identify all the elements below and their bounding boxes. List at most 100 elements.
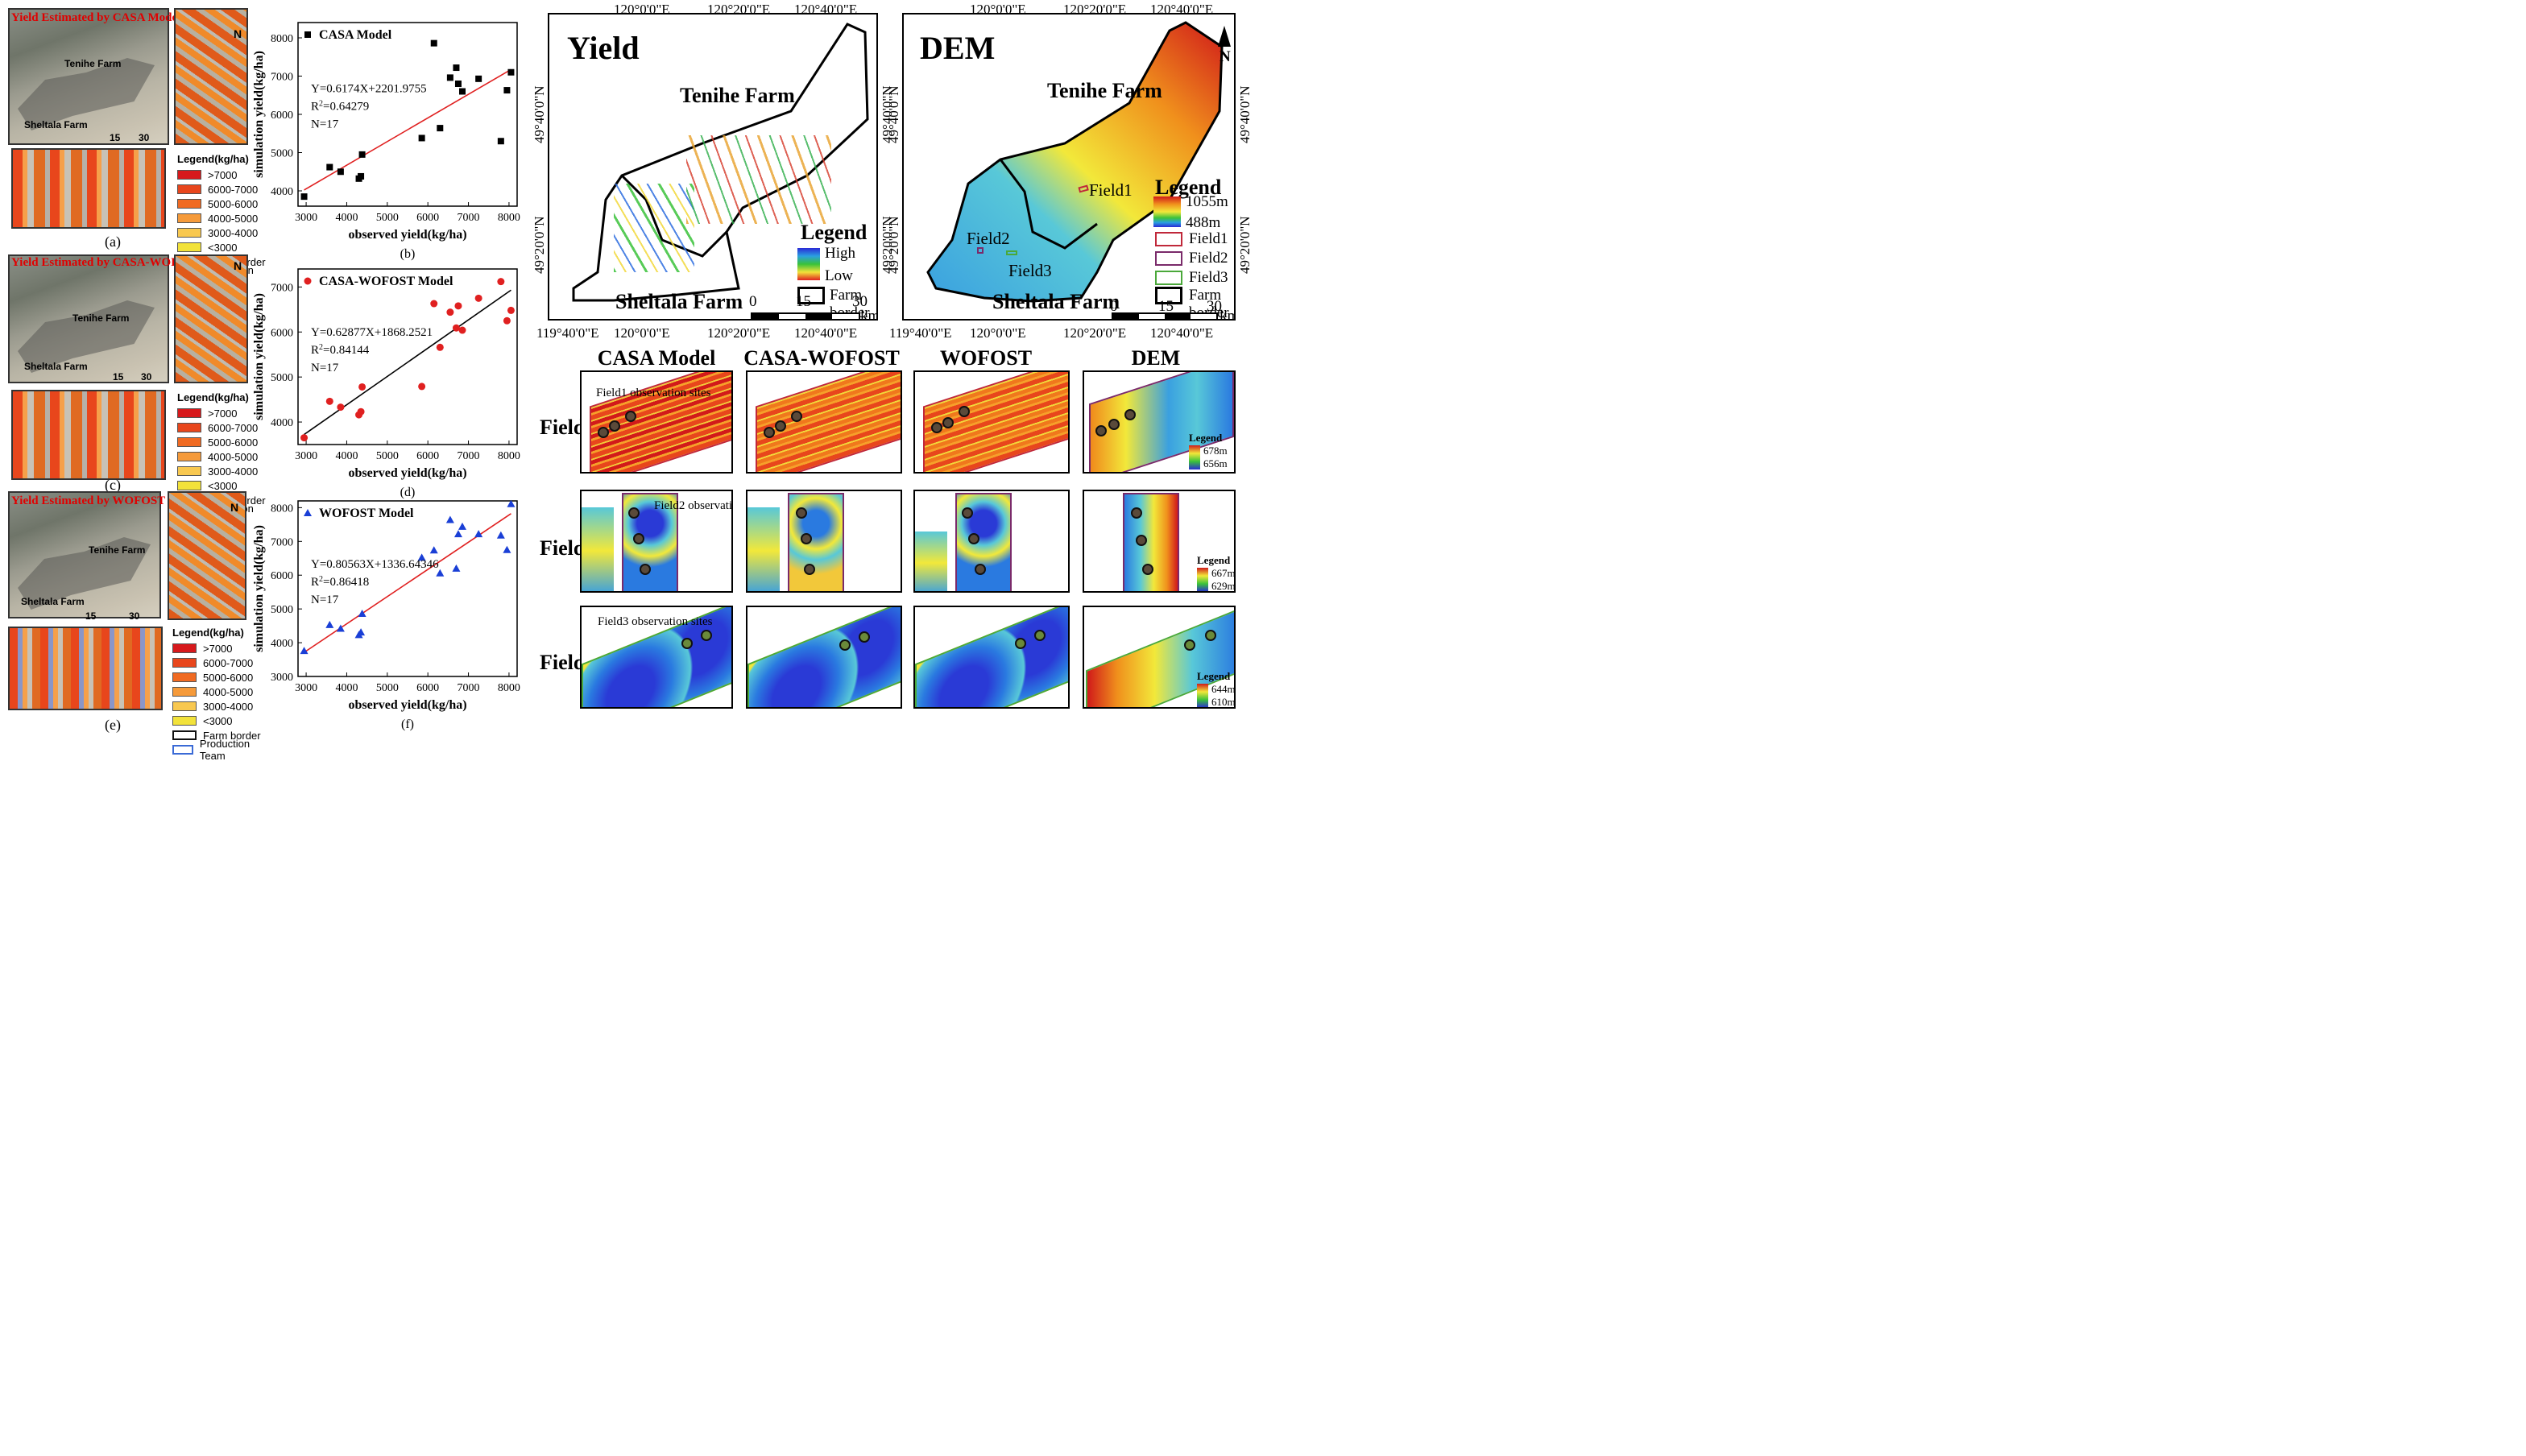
panel-title: Yield Estimated by WOFOST Model [11,494,201,507]
data-point [507,306,515,314]
legend-low: Low [825,267,853,284]
data-point [446,308,454,316]
legend-wofost: Legend(kg/ha) >7000 6000-7000 5000-6000 … [172,626,261,762]
r-squared: R2=0.64279 [311,99,369,114]
legend-high: High [825,245,855,262]
data-point [300,647,309,655]
observation-site [609,420,620,432]
y-tick-label: 5000 [271,372,293,384]
legend-field2: Field2 [1189,250,1228,267]
legend-ramp [797,248,820,280]
dem-right-coord-1: 49°40'0"N [1237,85,1253,143]
farm-label-sheltala: Sheltala Farm [24,361,88,372]
scatter-plot-wofost: 3000 4000 5000 6000 7000 8000 3000 4000 5000 6000… [252,499,520,731]
x-tick-label: 7000 [458,450,480,462]
observation-site [625,411,636,422]
field1-wofost [913,370,1070,474]
y-tick-label: 5000 [271,604,293,616]
observation-site [628,507,640,519]
observation-site [791,411,802,422]
farm-label-sheltala: Sheltala Farm [24,119,88,130]
sub-label: (b) [400,247,416,261]
scale-30: 30 [852,293,868,310]
data-point [418,383,426,391]
observation-site [859,631,870,643]
r-squared: R2=0.86418 [311,574,369,589]
data-point [454,81,462,87]
x-tick-label: 4000 [335,682,358,694]
plot-legend-title: WOFOST Model [319,507,414,520]
satellite-map-casa-wofost [8,254,169,383]
farm-label-tenihe: Tenihe Farm [680,84,795,107]
dem-bottom-coord-2: 120°0'0"E [970,325,1026,341]
x-tick-label: 8000 [498,212,520,224]
yield-top-coord-2: 120°20'0"E [707,2,771,17]
y-tick-label: 4000 [271,186,293,198]
observation-site [633,533,644,544]
data-point [453,64,460,72]
map-title: Yield [567,30,640,66]
column-header-casa: CASA Model [597,346,716,370]
farm-label-sheltala: Sheltala Farm [992,290,1120,313]
data-point [503,545,511,553]
field2-dem: Legend 667m 629m [1083,490,1236,593]
scale-0: 0 [749,293,757,310]
data-point [452,564,461,572]
dem-bottom-coord-1: 119°40'0"E [889,325,952,341]
dem-left-coord-1: 49°40'0"N [886,85,901,143]
y-tick-label: 6000 [271,570,293,582]
dem-bottom-coord-3: 120°20'0"E [1063,325,1127,341]
field2-casa-wofost [746,490,902,593]
legend-title: Legend [801,221,868,244]
data-point [418,134,425,142]
x-axis-label: observed yield(kg/ha) [348,698,466,712]
field-label-1: Field1 [1089,180,1133,200]
data-point [325,620,334,628]
observation-site [804,564,815,575]
data-point [429,546,438,554]
legend-marker [304,509,312,516]
data-point [452,324,460,332]
observation-site [1131,507,1142,519]
farm-label-sheltala: Sheltala Farm [615,290,743,313]
observation-site [796,507,807,519]
legend-max: 1055m [1186,193,1228,210]
y-tick-label: 7000 [271,72,293,84]
x-tick-label: 8000 [498,450,520,462]
scale-bar [751,312,860,319]
y-tick-label: 6000 [271,327,293,339]
north-arrow: N [230,501,239,514]
observation-site [640,564,651,575]
y-tick-label: 3000 [271,672,293,684]
plot-legend-title: CASA Model [319,28,392,42]
data-point [430,39,437,47]
data-point [454,302,462,310]
data-point [497,138,504,145]
scale-30: 30 [129,610,140,622]
sub-label-a: (a) [105,234,121,250]
scale-30: 30 [139,132,150,143]
y-tick-label: 8000 [271,503,293,515]
observation-site [1184,639,1195,651]
observation-site [959,406,970,417]
x-tick-label: 7000 [458,682,480,694]
plot-frame [297,268,518,445]
yield-bottom-coord-1: 119°40'0"E [536,325,599,341]
scatter-plot-casa: 3000 4000 5000 6000 7000 8000 4000 5000 6000 7000… [252,22,520,261]
panel-c: Yield Estimated by CASA-WOFOST Model Ten… [0,254,266,527]
panel-e: Yield Estimated by WOFOST Model Tenihe F… [0,491,266,762]
annotation-field3: Field3 observation sites [598,615,713,628]
yield-pixels-cluster-2 [686,135,831,224]
observation-site [942,417,954,428]
legend-border-swatch [797,287,825,304]
field3-casa-wofost [746,606,902,709]
data-point [507,499,516,507]
sample-count: N=17 [311,118,339,131]
scale-unit: km [1220,308,1234,321]
observation-site [1142,564,1153,575]
plot-frame [297,500,518,677]
data-point [336,624,345,632]
y-tick-label: 8000 [271,33,293,45]
y-tick-label: 4000 [271,638,293,650]
field2-casa: Field2 observation sites [580,490,733,593]
